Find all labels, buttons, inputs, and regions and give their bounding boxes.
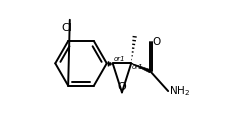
Text: or1: or1 (131, 64, 142, 70)
Text: O: O (152, 37, 160, 47)
Text: O: O (117, 82, 126, 92)
Text: Cl: Cl (61, 23, 72, 33)
Polygon shape (131, 63, 150, 73)
Text: NH$_2$: NH$_2$ (168, 84, 189, 98)
Text: or1: or1 (113, 56, 125, 62)
